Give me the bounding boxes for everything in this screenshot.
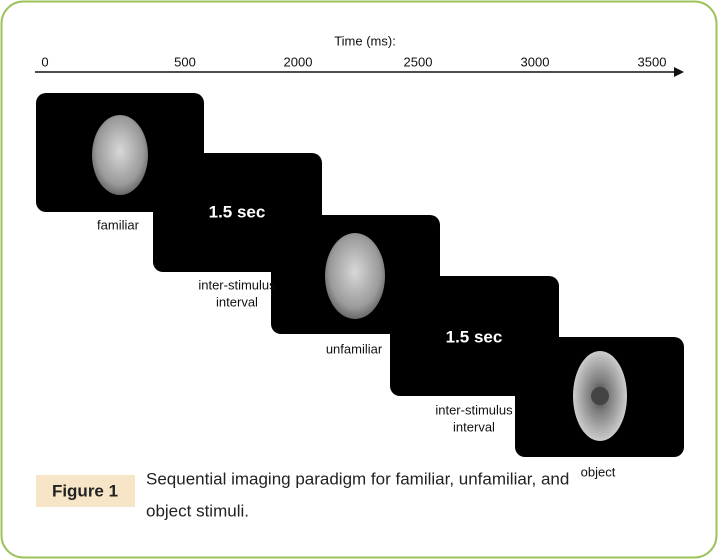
- tick-label: 2500: [404, 54, 433, 69]
- axis-title: Time (ms):: [334, 33, 396, 48]
- flower-center: [591, 387, 609, 405]
- panel-label: familiar: [97, 217, 140, 232]
- face-image: [325, 233, 385, 319]
- face-image: [92, 115, 148, 195]
- panel-label: interval: [453, 419, 495, 434]
- panel-label: inter-stimulus: [198, 277, 276, 292]
- panel: [515, 337, 684, 457]
- figure-number: Figure 1: [52, 481, 118, 500]
- interval-text: 1.5 sec: [446, 327, 503, 346]
- tick-labels: 0 500 2000 2500 3000 3500: [41, 54, 666, 69]
- axis-arrow: [674, 67, 684, 77]
- tick-label: 500: [174, 54, 196, 69]
- tick-label: 3000: [521, 54, 550, 69]
- panel-label: inter-stimulus: [435, 402, 513, 417]
- caption-line: Sequential imaging paradigm for familiar…: [146, 469, 569, 488]
- panel-label: interval: [216, 294, 258, 309]
- panel-label: unfamiliar: [326, 341, 383, 356]
- tick-label: 2000: [284, 54, 313, 69]
- panel-labels: familiar 1.5 sec inter-stimulus interval unf…: [97, 202, 616, 479]
- caption-line: object stimuli.: [146, 501, 249, 520]
- figure-badge: [36, 475, 135, 507]
- panel-label: object: [581, 464, 616, 479]
- tick-label: 0: [41, 54, 48, 69]
- tick-label: 3500: [638, 54, 667, 69]
- interval-text: 1.5 sec: [209, 202, 266, 221]
